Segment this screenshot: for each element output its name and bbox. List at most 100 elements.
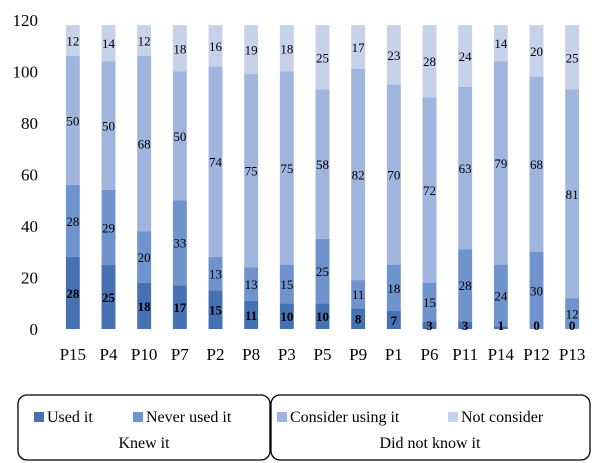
bar-segment-never-used-it-p3 [279,264,294,304]
data-label-used-it-p6: 3 [426,318,433,333]
legend-group-knew-it-box [17,394,271,461]
bar-segment-consider-using-it-p9 [351,68,366,281]
bar-segment-never-used-it-p1 [386,264,401,311]
data-label-used-it-p2: 15 [209,303,223,318]
x-tick-label-p2: P2 [207,345,225,364]
data-label-consider-using-it-p1: 70 [387,168,400,183]
data-label-never-used-it-p7: 33 [173,236,186,251]
bar-segment-not-consider-p12 [529,25,544,77]
bar-segment-used-it-p11 [458,321,473,329]
data-label-not-consider-p12: 20 [530,44,543,59]
bar-segment-not-consider-p15 [65,25,80,57]
bar-segment-not-consider-p5 [315,25,330,90]
data-label-consider-using-it-p12: 68 [530,157,543,172]
chart-data-labels: 2828501225295014182068121733501815137416… [66,34,578,333]
data-label-never-used-it-p8: 13 [245,277,258,292]
x-tick-label-p6: P6 [421,345,439,364]
legend-label-used-it: Used it [47,409,93,426]
bar-segment-never-used-it-p11 [458,249,473,322]
y-tick-label: 80 [21,114,38,133]
data-label-used-it-p15: 28 [66,286,80,301]
data-label-never-used-it-p13: 12 [566,307,579,322]
data-label-consider-using-it-p4: 50 [102,119,115,134]
data-label-consider-using-it-p3: 75 [280,161,293,176]
y-tick-label: 0 [30,320,39,339]
bar-segment-never-used-it-p2 [208,256,223,291]
data-label-used-it-p3: 10 [280,309,293,324]
x-tick-label-p8: P8 [242,345,260,364]
data-label-not-consider-p5: 25 [316,50,329,65]
bar-segment-consider-using-it-p3 [279,71,294,265]
y-axis-ticks: 0 20 40 60 80 100 120 [13,11,39,339]
data-label-consider-using-it-p6: 72 [423,183,436,198]
data-label-not-consider-p15: 12 [66,34,79,49]
data-label-never-used-it-p1: 18 [387,281,400,296]
legend-group-caption-knew-it: Knew it [118,435,170,452]
data-label-not-consider-p11: 24 [459,49,473,64]
bar-segment-not-consider-p1 [386,25,401,85]
legend-swatch-not-consider [448,412,458,422]
x-tick-label-p15: P15 [60,345,86,364]
data-label-used-it-p7: 17 [173,300,187,315]
x-tick-label-p13: P13 [559,345,585,364]
bar-segment-not-consider-p7 [172,25,187,72]
bar-segment-used-it-p14 [493,326,508,329]
x-tick-label-p7: P7 [171,345,189,364]
bar-segment-never-used-it-p6 [422,282,437,322]
bar-segment-consider-using-it-p14 [493,61,508,265]
y-tick-label: 120 [13,11,39,30]
bar-segment-not-consider-p8 [244,25,259,75]
bar-segment-consider-using-it-p5 [315,89,330,239]
data-label-used-it-p1: 7 [391,313,398,328]
data-label-not-consider-p13: 25 [566,50,579,65]
data-label-used-it-p13: 0 [569,318,576,333]
y-tick-label: 100 [13,63,39,82]
data-label-not-consider-p1: 23 [387,48,400,63]
data-label-never-used-it-p11: 28 [459,278,472,293]
x-tick-label-p1: P1 [385,345,403,364]
bar-segment-used-it-p3 [279,303,294,329]
data-label-not-consider-p8: 19 [245,43,258,58]
x-tick-label-p4: P4 [100,345,118,364]
bar-segment-used-it-p5 [315,303,330,329]
bar-segment-consider-using-it-p1 [386,84,401,265]
bar-segment-used-it-p1 [386,310,401,329]
y-tick-label: 60 [21,166,38,185]
x-tick-label-p14: P14 [488,345,515,364]
bar-segment-not-consider-p9 [351,25,366,69]
chart-legend: Used it Never used it Consider using it Not… [17,394,591,461]
bar-segment-consider-using-it-p4 [101,61,116,190]
bar-segment-used-it-p2 [208,290,223,329]
data-label-used-it-p8: 11 [245,308,257,323]
bar-segment-used-it-p9 [351,308,366,329]
data-label-used-it-p14: 1 [498,318,505,333]
bar-segment-consider-using-it-p10 [137,56,152,232]
data-label-used-it-p12: 0 [533,318,540,333]
bar-segment-never-used-it-p9 [351,280,366,309]
bar-segment-used-it-p6 [422,321,437,329]
data-label-never-used-it-p3: 15 [280,277,293,292]
legend-label-not-consider: Not consider [461,409,544,426]
bar-segment-never-used-it-p4 [101,189,116,265]
data-label-never-used-it-p15: 28 [66,214,79,229]
bar-segment-never-used-it-p5 [315,238,330,304]
x-tick-label-p9: P9 [349,345,367,364]
data-label-consider-using-it-p7: 50 [173,129,186,144]
data-label-not-consider-p14: 14 [494,36,508,51]
legend-swatch-used-it [34,412,44,422]
bar-segment-never-used-it-p7 [172,200,187,286]
data-label-not-consider-p3: 18 [280,41,293,56]
bar-segment-not-consider-p2 [208,25,223,67]
bar-segment-not-consider-p13 [565,25,580,90]
bar-segment-never-used-it-p8 [244,267,259,301]
bar-segment-consider-using-it-p15 [65,56,80,185]
bar-segment-not-consider-p4 [101,25,116,62]
bar-segment-used-it-p15 [65,256,80,329]
bar-segment-consider-using-it-p2 [208,66,223,257]
data-label-not-consider-p10: 12 [138,34,151,49]
data-label-consider-using-it-p15: 50 [66,113,79,128]
legend-label-never-used-it: Never used it [146,409,232,426]
bar-segment-consider-using-it-p8 [244,74,259,268]
legend-swatch-never-used-it [133,412,143,422]
